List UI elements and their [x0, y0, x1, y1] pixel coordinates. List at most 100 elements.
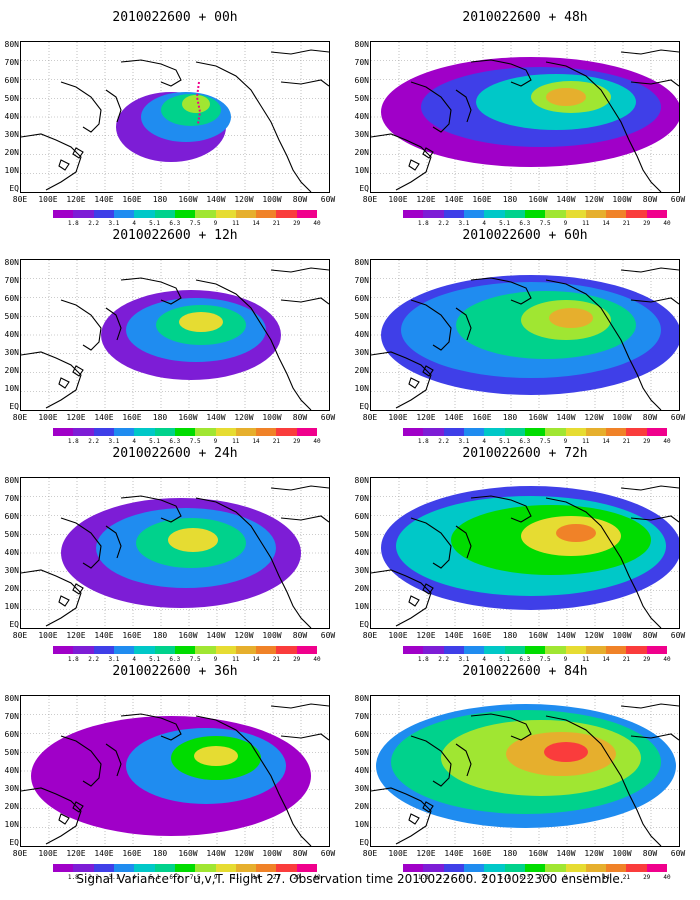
- colorbar-label: 5.1: [149, 438, 160, 445]
- colorbar-label: 21: [622, 656, 630, 663]
- latitude-label: 70N: [354, 277, 369, 285]
- coastline: [280, 515, 329, 523]
- latitude-label: 20N: [354, 803, 369, 811]
- colorbar-segment: [565, 864, 586, 872]
- longitude-label: 80W: [292, 195, 308, 204]
- colorbar-label: 21: [272, 656, 280, 663]
- map-area: [20, 477, 330, 629]
- colorbar-labels: 1.8 2.2 3.1 4 5.1 6.3 7.5 9 11 14 21 29 40: [403, 656, 671, 664]
- colorbar-label: 3.1: [108, 220, 120, 227]
- colorbar-label: 40: [313, 220, 321, 227]
- coastline: [455, 89, 472, 123]
- colorbar-label: 3.1: [108, 438, 120, 445]
- panel-title: 2010022600 + 72h: [462, 446, 588, 461]
- colorbar-labels: 1.8 2.2 3.1 4 5.1 6.3 7.5 9 11 14 21 29 40: [53, 220, 321, 228]
- latitude-label: EQ: [359, 621, 369, 629]
- latitude-label: 30N: [354, 785, 369, 793]
- colorbar-segment: [463, 428, 485, 436]
- longitude-label: 80E: [12, 849, 28, 858]
- map-area: [20, 695, 330, 847]
- panel-title: 2010022600 + 60h: [462, 228, 588, 243]
- coastline: [58, 595, 70, 607]
- variance-contour: [544, 742, 588, 762]
- colorbar: [403, 646, 668, 654]
- latitude-label: 50N: [4, 749, 19, 757]
- longitude-label: 60W: [670, 413, 686, 422]
- forecast-panel: 2010022600 + 00h 80N 70N 60N 50N 40N 30N 20N 10N…: [0, 0, 350, 227]
- colorbar-label: 1.8: [67, 438, 79, 445]
- longitude-label: 180: [152, 413, 168, 422]
- longitude-label: 100E: [38, 849, 58, 858]
- colorbar-label: 2.2: [438, 656, 450, 663]
- latitude-label: EQ: [9, 839, 19, 847]
- latitude-label: 50N: [354, 531, 369, 539]
- colorbar-labels: 1.8 2.2 3.1 4 5.1 6.3 7.5 9 11 14 21 29 40: [53, 438, 321, 446]
- colorbar-segment: [276, 864, 297, 872]
- variance-field: [371, 260, 679, 410]
- colorbar-segment: [423, 428, 444, 436]
- colorbar-label: 29: [643, 656, 651, 663]
- coastline: [408, 159, 420, 171]
- colorbar-segment: [256, 428, 277, 436]
- variance-contour: [549, 308, 593, 328]
- colorbar-segment: [443, 646, 464, 654]
- colorbar-segment: [154, 428, 175, 436]
- colorbar: [53, 210, 318, 218]
- panel-title: 2010022600 + 00h: [112, 10, 238, 25]
- colorbar-segment: [73, 864, 94, 872]
- latitude-label: 80N: [354, 41, 369, 49]
- coastline: [408, 377, 420, 389]
- colorbar-segment: [113, 646, 135, 654]
- colorbar-label: 14: [252, 656, 260, 663]
- colorbar-label: 3.1: [108, 656, 120, 663]
- latitude-label: 20N: [4, 803, 19, 811]
- forecast-panel: 2010022600 + 60h 80N 70N 60N 50N 40N 30N 20N 10N…: [350, 218, 700, 445]
- colorbar-label: 2.2: [438, 438, 450, 445]
- latitude-label: 10N: [4, 603, 19, 611]
- longitude-label: 100W: [262, 413, 282, 422]
- coastline: [72, 365, 84, 377]
- map-area: [370, 259, 680, 411]
- longitude-label: 120W: [584, 849, 604, 858]
- colorbar-segment: [484, 646, 505, 654]
- colorbar-segment: [296, 428, 318, 436]
- colorbar-label: 14: [602, 656, 610, 663]
- colorbar-segment: [423, 210, 444, 218]
- colorbar-segment: [524, 646, 546, 654]
- latitude-label: 60N: [354, 295, 369, 303]
- colorbar-segment: [463, 646, 485, 654]
- coastline: [58, 813, 70, 825]
- colorbar-segment: [276, 428, 297, 436]
- colorbar-segment: [256, 646, 277, 654]
- longitude-label: 100E: [388, 849, 408, 858]
- coastline: [545, 61, 662, 192]
- colorbar-label: 9: [213, 656, 218, 663]
- colorbar-label: 11: [582, 874, 590, 881]
- colorbar-segment: [585, 646, 607, 654]
- latitude-label: 60N: [4, 295, 19, 303]
- latitude-label: 70N: [4, 277, 19, 285]
- longitude-label: 160W: [178, 631, 198, 640]
- latitude-label: 30N: [4, 349, 19, 357]
- colorbar-label: 11: [582, 438, 590, 445]
- colorbar-segment: [403, 210, 424, 218]
- variance-contour: [194, 746, 238, 766]
- colorbar-label: 21: [622, 438, 630, 445]
- colorbar-labels: 1.8 2.2 3.1 4 5.1 6.3 7.5 9 11 14 21 29 40: [53, 656, 321, 664]
- coastline: [470, 277, 532, 305]
- colorbar: [403, 210, 668, 218]
- coastline: [470, 59, 532, 87]
- colorbar-segment: [646, 864, 668, 872]
- coastline: [21, 569, 82, 627]
- coastline: [270, 267, 329, 273]
- longitude-label: 180: [502, 413, 518, 422]
- colorbar-label: 7.5: [539, 220, 551, 227]
- longitude-label: 100E: [388, 195, 408, 204]
- colorbar-label: 1.8: [417, 220, 429, 227]
- longitude-label: 140W: [206, 195, 226, 204]
- coastline: [120, 59, 182, 87]
- colorbar-label: 5.1: [499, 656, 510, 663]
- colorbar-label: 4: [482, 874, 487, 881]
- latitude-label: 10N: [4, 167, 19, 175]
- longitude-label: 80E: [362, 631, 378, 640]
